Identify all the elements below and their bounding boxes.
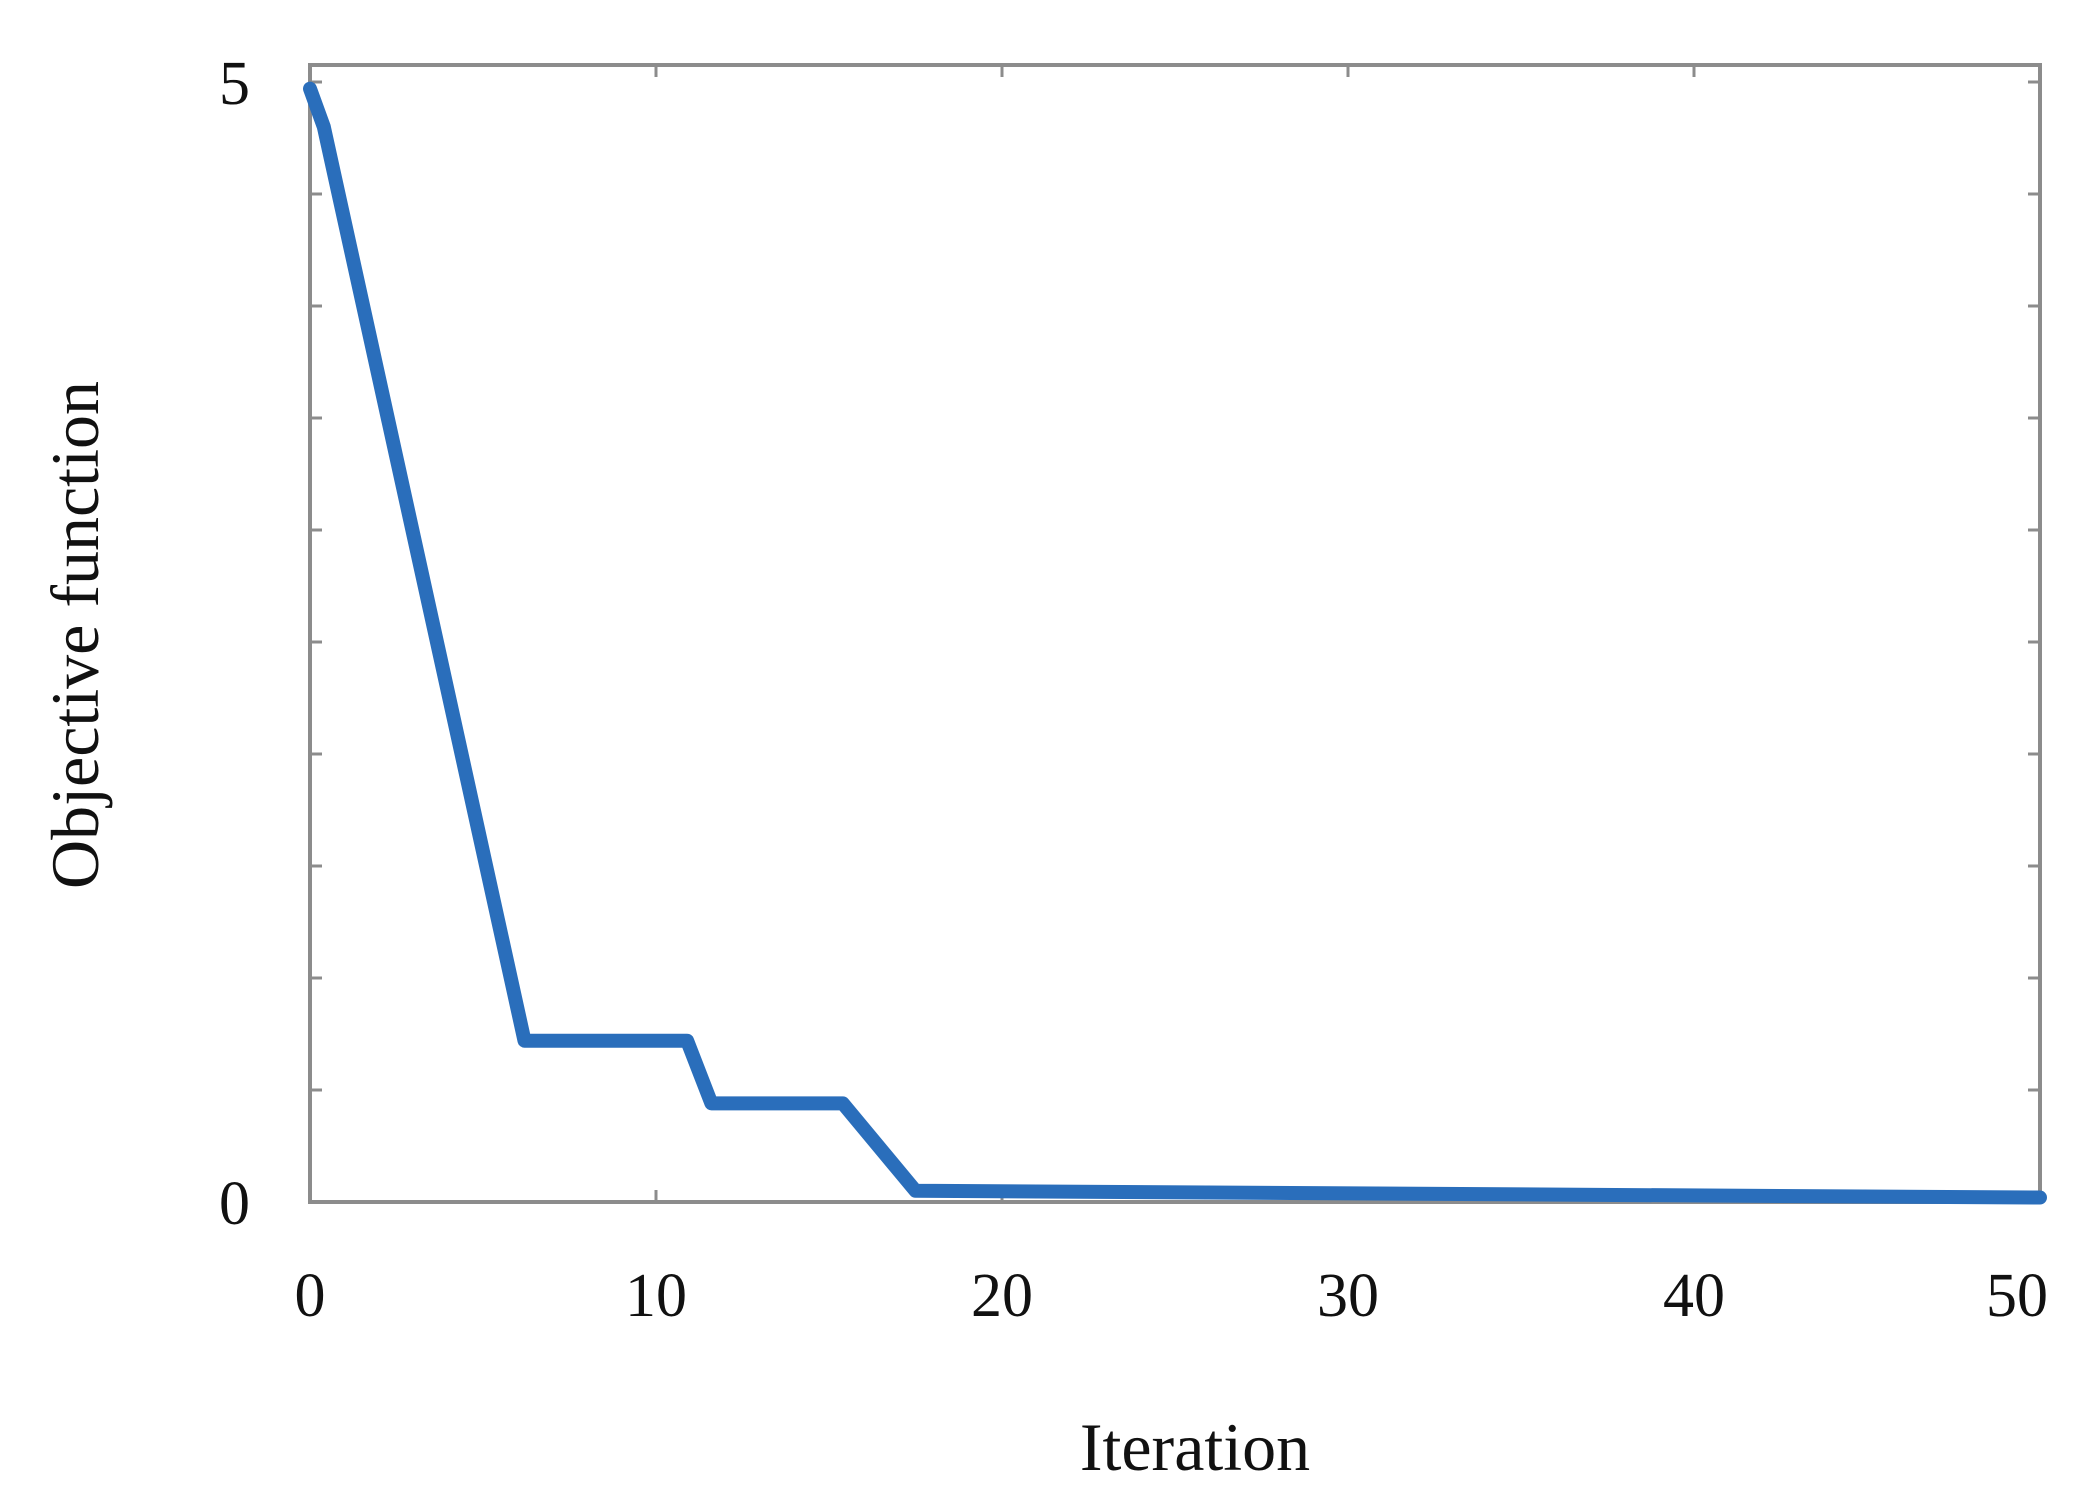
data-point — [842, 1102, 844, 1104]
y-axis-title: Objective function — [37, 381, 113, 889]
data-point — [686, 1040, 688, 1042]
y-tick-label: 0 — [219, 1170, 250, 1238]
data-point — [915, 1190, 917, 1192]
y-tick-labels: 05 — [219, 50, 250, 1238]
plot-area — [308, 63, 2042, 1204]
series-line — [303, 81, 2047, 1205]
y-tick-label: 5 — [219, 50, 250, 118]
data-point — [309, 88, 311, 90]
x-tick-label: 50 — [1986, 1262, 2048, 1330]
data-point — [710, 1102, 712, 1104]
data-point — [2039, 1197, 2041, 1199]
x-tick-label: 20 — [971, 1262, 1033, 1330]
series-layer — [303, 81, 2047, 1205]
x-tick-labels: 0 10 20 30 40 50 — [295, 1262, 2049, 1330]
x-tick-label: 30 — [1317, 1262, 1379, 1330]
data-point — [524, 1040, 526, 1042]
x-axis-title: Iteration — [1080, 1409, 1310, 1485]
x-tick-label: 40 — [1663, 1262, 1725, 1330]
x-tick-label: 10 — [625, 1262, 687, 1330]
x-tick-label: 0 — [295, 1262, 326, 1330]
data-point — [323, 126, 325, 128]
y-axis-ticks — [310, 80, 2040, 1092]
